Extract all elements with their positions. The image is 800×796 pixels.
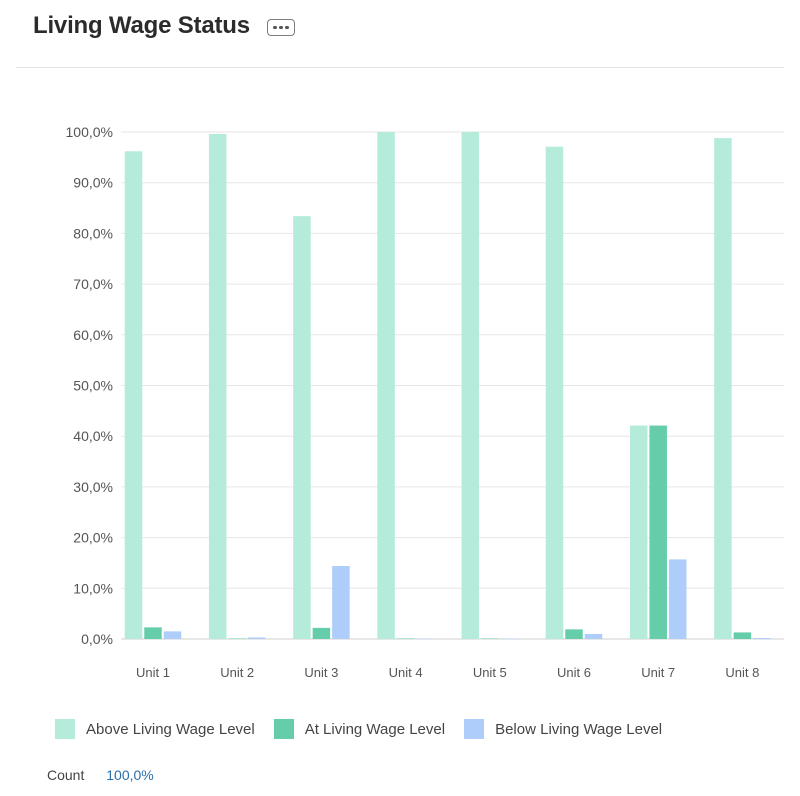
bar-above-living-wage-level <box>124 151 143 640</box>
bar-at-living-wage-level <box>733 632 752 639</box>
legend-item[interactable]: Above Living Wage Level <box>55 719 255 739</box>
y-tick-label: 10,0% <box>73 580 113 596</box>
x-tick-label: Unit 4 <box>389 665 423 680</box>
bar-above-living-wage-level <box>714 138 732 640</box>
legend-swatch <box>464 719 485 739</box>
bar-below-living-wage-level <box>332 565 350 639</box>
bar-below-living-wage-level <box>584 633 603 639</box>
y-tick-label: 80,0% <box>73 225 113 241</box>
bar-below-living-wage-level <box>753 637 771 639</box>
bar-above-living-wage-level <box>208 134 227 639</box>
y-tick-label: 40,0% <box>73 428 113 444</box>
bar-above-living-wage-level <box>545 146 564 639</box>
y-tick-label: 50,0% <box>73 378 113 394</box>
y-tick-label: 20,0% <box>73 530 113 546</box>
chart-title: Living Wage Status <box>33 12 250 39</box>
y-tick-label: 100,0% <box>66 124 113 140</box>
bar-at-living-wage-level <box>312 627 331 639</box>
x-tick-label: Unit 7 <box>641 665 675 680</box>
header-divider <box>16 67 784 68</box>
bar-at-living-wage-level <box>144 627 162 639</box>
legend-label: Above Living Wage Level <box>86 720 255 738</box>
bar-at-living-wage-level <box>228 638 246 639</box>
bar-above-living-wage-level <box>629 425 648 639</box>
y-tick-label: 0,0% <box>81 631 113 647</box>
legend-swatch <box>55 719 75 739</box>
bar-above-living-wage-level <box>377 132 395 639</box>
bar-below-living-wage-level <box>247 637 266 639</box>
count-value[interactable]: 100,0% <box>106 767 154 783</box>
x-tick-label: Unit 1 <box>136 665 170 680</box>
x-tick-label: Unit 6 <box>557 665 591 680</box>
summary-footer: Count 100,0% <box>47 767 154 783</box>
legend-label: At Living Wage Level <box>304 720 446 738</box>
y-tick-label: 90,0% <box>73 175 113 191</box>
bar-at-living-wage-level <box>481 638 499 639</box>
legend-swatch <box>273 719 294 739</box>
legend-item[interactable]: Below Living Wage Level <box>464 719 662 739</box>
bar-below-living-wage-level <box>416 638 434 639</box>
count-label: Count <box>47 767 85 783</box>
y-tick-label: 70,0% <box>73 276 113 292</box>
more-horizontal-icon-dot <box>285 25 289 30</box>
y-tick-label: 30,0% <box>73 479 113 495</box>
x-tick-label: Unit 5 <box>473 665 507 680</box>
chart-legend: Above Living Wage Level At Living Wage Le… <box>55 718 681 740</box>
bar-below-living-wage-level <box>668 559 687 639</box>
bar-below-living-wage-level <box>163 631 182 639</box>
bar-below-living-wage-level <box>500 638 519 639</box>
x-tick-label: Unit 8 <box>725 665 759 680</box>
y-tick-label: 60,0% <box>73 327 113 343</box>
x-tick-label: Unit 3 <box>304 665 338 680</box>
more-horizontal-icon-dot <box>279 25 283 30</box>
x-tick-label: Unit 2 <box>220 665 254 680</box>
bar-above-living-wage-level <box>293 216 311 640</box>
bar-at-living-wage-level <box>396 638 415 639</box>
more-horizontal-icon <box>273 25 277 30</box>
bar-at-living-wage-level <box>649 425 667 639</box>
legend-item[interactable]: At Living Wage Level <box>273 719 446 739</box>
bar-chart: 0,0% 10,0% 20,0% 30,0% 40,0% 50,0% 60,0% 70,0% 8… <box>66 124 784 680</box>
more-options-button[interactable] <box>267 19 295 36</box>
bar-at-living-wage-level <box>565 629 583 639</box>
legend-label: Below Living Wage Level <box>495 720 663 738</box>
bar-above-living-wage-level <box>461 132 480 639</box>
chart-header: Living Wage Status <box>0 0 800 68</box>
